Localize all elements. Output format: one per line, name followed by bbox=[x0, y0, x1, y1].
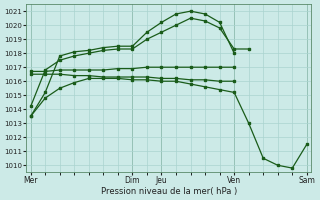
X-axis label: Pression niveau de la mer( hPa ): Pression niveau de la mer( hPa ) bbox=[100, 187, 237, 196]
